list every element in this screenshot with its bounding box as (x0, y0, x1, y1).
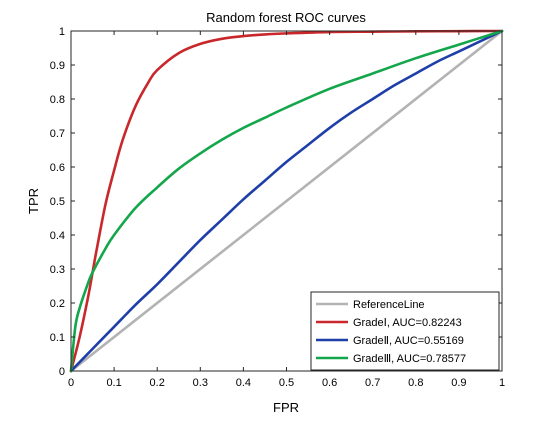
y-tick-label: 0.8 (50, 94, 65, 106)
y-tick-label: 0 (59, 366, 65, 378)
chart-title: Random forest ROC curves (206, 10, 366, 25)
y-axis-label: TPR (26, 188, 41, 214)
legend-entry-1: GradeⅠ, AUC=0.82243 (353, 317, 462, 329)
x-tick-label: 0 (68, 377, 74, 389)
x-tick-label: 0.9 (451, 377, 466, 389)
x-tick-label: 0.2 (150, 377, 165, 389)
x-tick-label: 0.1 (106, 377, 121, 389)
x-tick-label: 0.6 (322, 377, 337, 389)
x-tick-label: 0.4 (236, 377, 251, 389)
series-line-0 (69, 29, 504, 373)
legend-entry-0: ReferenceLine (353, 299, 425, 311)
series-line-3 (69, 29, 504, 373)
y-tick-label: 0.3 (50, 264, 65, 276)
series-line-2 (69, 29, 504, 373)
y-tick-label: 0.5 (50, 196, 65, 208)
y-tick-label: 0.2 (50, 298, 65, 310)
x-tick-label: 0.7 (365, 377, 380, 389)
y-tick-label: 0.1 (50, 332, 65, 344)
x-tick-label: 1 (499, 377, 505, 389)
legend-entry-2: GradeⅡ, AUC=0.55169 (353, 335, 464, 347)
x-tick-label: 0.3 (193, 377, 208, 389)
y-tick-label: 1 (59, 26, 65, 38)
y-tick-label: 0.6 (50, 162, 65, 174)
x-tick-label: 0.5 (279, 377, 294, 389)
y-tick-label: 0.9 (50, 60, 65, 72)
y-tick-label: 0.7 (50, 128, 65, 140)
legend: ReferenceLine GradeⅠ, AUC=0.82243 GradeⅡ, … (310, 291, 500, 371)
plot-area (69, 29, 504, 373)
legend-entry-3: GradeⅢ, AUC=0.78577 (353, 353, 466, 365)
x-axis-label: FPR (273, 400, 299, 415)
x-tick-label: 0.8 (408, 377, 423, 389)
axes: 0 0.1 0.2 0.3 0.4 0.5 0.6 0.7 0.8 0.9 1 0 0.1 0.2 0.3 0… (50, 26, 505, 389)
y-tick-label: 0.4 (50, 230, 65, 242)
series-line-1 (69, 29, 504, 373)
